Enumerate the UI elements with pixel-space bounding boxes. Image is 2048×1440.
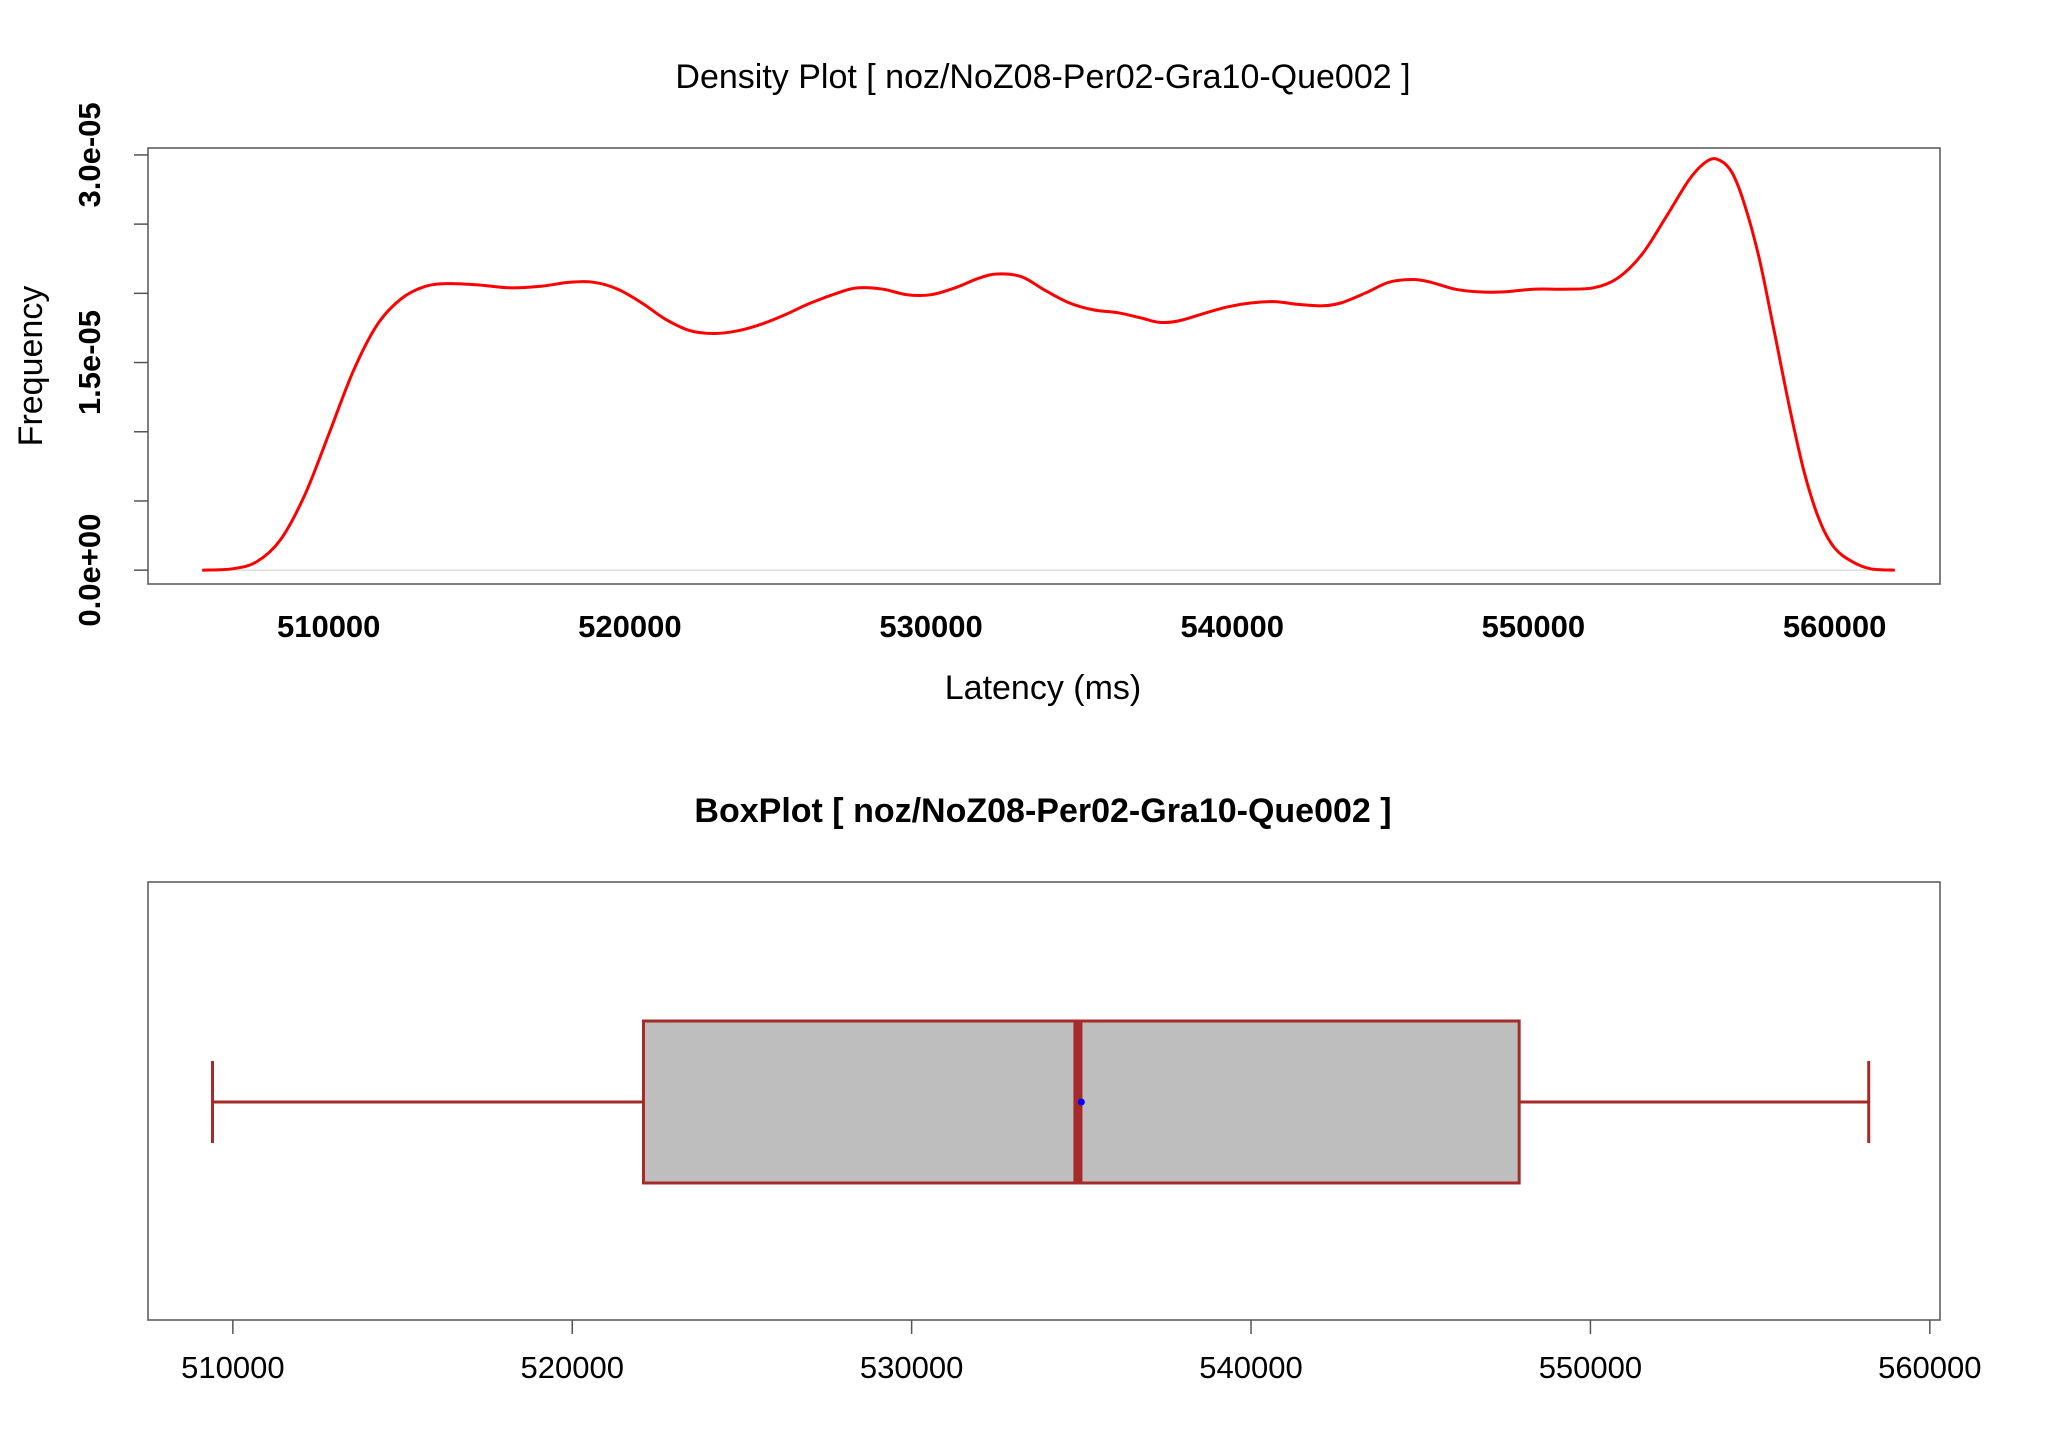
boxplot-x-tick-label: 510000: [181, 1350, 284, 1385]
boxplot-x-tick-label: 520000: [521, 1350, 624, 1385]
density-y-tick-label: 1.5e-05: [72, 310, 107, 415]
density-title: Density Plot [ noz/NoZ08-Per02-Gra10-Que…: [675, 58, 1410, 96]
density-x-tick-label: 550000: [1482, 609, 1585, 644]
density-x-tick-label: 540000: [1181, 609, 1284, 644]
boxplot-x-tick-label: 530000: [860, 1350, 963, 1385]
boxplot-layer: [210, 1019, 1871, 1185]
boxplot-mean-marker: [1077, 1098, 1085, 1106]
density-x-tick-label: 520000: [578, 609, 681, 644]
boxplot-x-tick-label: 550000: [1539, 1350, 1642, 1385]
density-y-axis: 0.0e+00 1.5e-05 3.0e-05: [72, 102, 148, 627]
boxplot-x-tick-label: 540000: [1199, 1350, 1302, 1385]
density-panel: Density Plot [ noz/NoZ08-Per02-Gra10-Que…: [12, 58, 1941, 707]
density-y-axis-label: Frequency: [12, 286, 50, 447]
density-x-tick-label: 510000: [277, 609, 380, 644]
boxplot-x-tick-label: 560000: [1878, 1350, 1981, 1385]
density-x-tick-label: 530000: [879, 609, 982, 644]
boxplot-x-axis: 510000 520000 530000 540000 550000 560000: [181, 1320, 1982, 1385]
density-curve: [202, 157, 1895, 572]
density-y-tick-label: 0.0e+00: [72, 514, 107, 627]
density-x-axis-label: Latency (ms): [945, 669, 1142, 707]
density-plot-frame: [147, 147, 1941, 585]
box-panel: BoxPlot [ noz/NoZ08-Per02-Gra10-Que002 ]…: [147, 792, 1982, 1385]
boxplot-title: BoxPlot [ noz/NoZ08-Per02-Gra10-Que002 ]: [694, 792, 1391, 830]
density-x-axis: 510000 520000 530000 540000 550000 560000: [277, 609, 1886, 644]
density-x-tick-label: 560000: [1783, 609, 1886, 644]
density-y-tick-label: 3.0e-05: [72, 102, 107, 207]
boxplot-plot-frame: [147, 881, 1941, 1321]
density-curve-layer: [202, 157, 1895, 572]
